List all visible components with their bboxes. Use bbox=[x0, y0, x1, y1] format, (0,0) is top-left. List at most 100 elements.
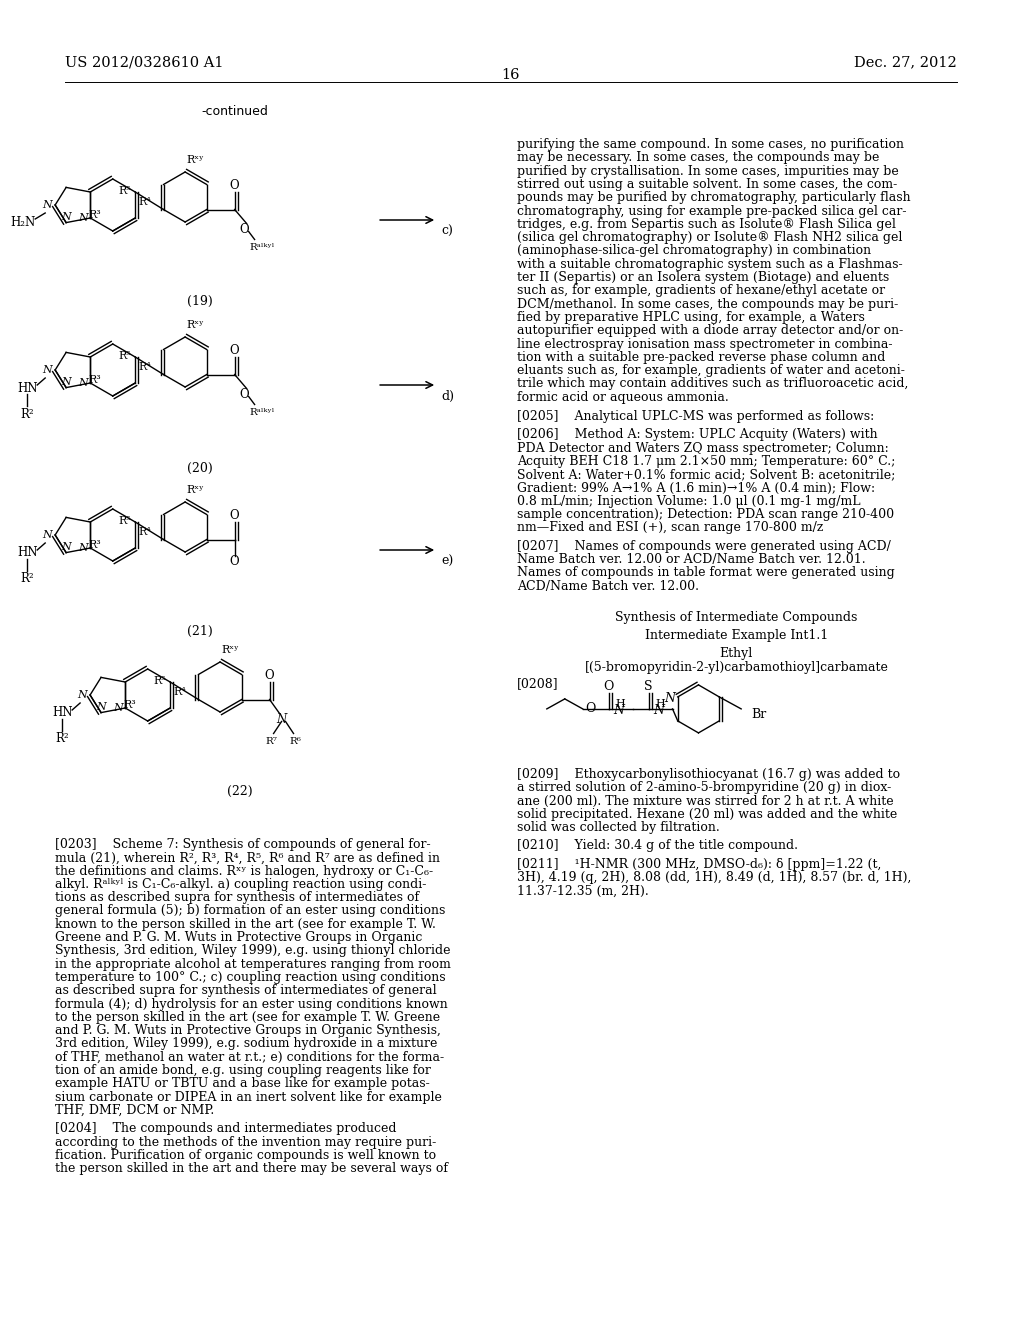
Text: US 2012/0328610 A1: US 2012/0328610 A1 bbox=[65, 55, 223, 69]
Text: THF, DMF, DCM or NMP.: THF, DMF, DCM or NMP. bbox=[55, 1104, 214, 1117]
Text: alkyl. Rᵃˡᵏʸˡ is C₁-C₆-alkyl. a) coupling reaction using condi-: alkyl. Rᵃˡᵏʸˡ is C₁-C₆-alkyl. a) couplin… bbox=[55, 878, 426, 891]
Text: N: N bbox=[114, 704, 123, 713]
Text: to the person skilled in the art (see for example T. W. Greene: to the person skilled in the art (see fo… bbox=[55, 1011, 440, 1024]
Text: O: O bbox=[229, 180, 240, 191]
Text: purified by crystallisation. In some cases, impurities may be: purified by crystallisation. In some cas… bbox=[517, 165, 899, 178]
Text: O: O bbox=[586, 702, 596, 715]
Text: ter II (Separtis) or an Isolera system (Biotage) and eluents: ter II (Separtis) or an Isolera system (… bbox=[517, 271, 889, 284]
Text: may be necessary. In some cases, the compounds may be: may be necessary. In some cases, the com… bbox=[517, 152, 880, 164]
Text: O: O bbox=[229, 554, 240, 568]
Text: and P. G. M. Wuts in Protective Groups in Organic Synthesis,: and P. G. M. Wuts in Protective Groups i… bbox=[55, 1024, 440, 1038]
Text: R³: R³ bbox=[88, 375, 101, 385]
Text: Synthesis, 3rd edition, Wiley 1999), e.g. using thionyl chloride: Synthesis, 3rd edition, Wiley 1999), e.g… bbox=[55, 944, 451, 957]
Text: R⁴: R⁴ bbox=[139, 527, 152, 537]
Text: N: N bbox=[653, 705, 665, 717]
Text: nm—Fixed and ESI (+), scan range 170-800 m/z: nm—Fixed and ESI (+), scan range 170-800… bbox=[517, 521, 823, 535]
Text: R³: R³ bbox=[123, 700, 136, 710]
Text: R³: R³ bbox=[88, 210, 101, 220]
Text: pounds may be purified by chromatography, particularly flash: pounds may be purified by chromatography… bbox=[517, 191, 910, 205]
Text: stirred out using a suitable solvent. In some cases, the com-: stirred out using a suitable solvent. In… bbox=[517, 178, 897, 191]
Text: [0204]    The compounds and intermediates produced: [0204] The compounds and intermediates p… bbox=[55, 1122, 396, 1135]
Text: DCM/methanol. In some cases, the compounds may be puri-: DCM/methanol. In some cases, the compoun… bbox=[517, 297, 898, 310]
Text: example HATU or TBTU and a base like for example potas-: example HATU or TBTU and a base like for… bbox=[55, 1077, 430, 1090]
Text: Name Batch ver. 12.00 or ACD/Name Batch ver. 12.01.: Name Batch ver. 12.00 or ACD/Name Batch … bbox=[517, 553, 865, 566]
Text: (aminophase-silica-gel chromatography) in combination: (aminophase-silica-gel chromatography) i… bbox=[517, 244, 871, 257]
Text: eluants such as, for example, gradients of water and acetoni-: eluants such as, for example, gradients … bbox=[517, 364, 905, 378]
Text: HN: HN bbox=[52, 706, 73, 719]
Text: tion with a suitable pre-packed reverse phase column and: tion with a suitable pre-packed reverse … bbox=[517, 351, 886, 364]
Text: such as, for example, gradients of hexane/ethyl acetate or: such as, for example, gradients of hexan… bbox=[517, 284, 885, 297]
Text: with a suitable chromatographic system such as a Flashmas-: with a suitable chromatographic system s… bbox=[517, 257, 902, 271]
Text: (21): (21) bbox=[186, 624, 212, 638]
Text: R⁵: R⁵ bbox=[154, 676, 166, 686]
Text: N: N bbox=[61, 541, 71, 552]
Text: Rᵃˡᵏʸˡ: Rᵃˡᵏʸˡ bbox=[250, 408, 275, 417]
Text: the definitions and claims. Rˣʸ is halogen, hydroxy or C₁-C₆-: the definitions and claims. Rˣʸ is halog… bbox=[55, 865, 433, 878]
Text: Names of compounds in table format were generated using: Names of compounds in table format were … bbox=[517, 566, 895, 579]
Text: H: H bbox=[615, 698, 626, 709]
Text: N: N bbox=[61, 376, 71, 387]
Text: O: O bbox=[240, 388, 250, 401]
Text: tions as described supra for synthesis of intermediates of: tions as described supra for synthesis o… bbox=[55, 891, 419, 904]
Text: H: H bbox=[655, 698, 666, 709]
Text: R⁴: R⁴ bbox=[139, 197, 152, 207]
Text: formic acid or aqueous ammonia.: formic acid or aqueous ammonia. bbox=[517, 391, 729, 404]
Text: R⁵: R⁵ bbox=[119, 516, 131, 525]
Text: [0207]    Names of compounds were generated using ACD/: [0207] Names of compounds were generated… bbox=[517, 540, 891, 553]
Text: R⁴: R⁴ bbox=[139, 362, 152, 372]
Text: PDA Detector and Waters ZQ mass spectrometer; Column:: PDA Detector and Waters ZQ mass spectrom… bbox=[517, 442, 889, 454]
Text: e): e) bbox=[441, 554, 454, 568]
Text: R⁵: R⁵ bbox=[119, 351, 131, 360]
Text: [(5-bromopyridin-2-yl)carbamothioyl]carbamate: [(5-bromopyridin-2-yl)carbamothioyl]carb… bbox=[585, 661, 889, 675]
Text: formula (4); d) hydrolysis for an ester using conditions known: formula (4); d) hydrolysis for an ester … bbox=[55, 998, 447, 1011]
Text: N: N bbox=[42, 201, 52, 210]
Text: HN: HN bbox=[17, 381, 38, 395]
Text: (20): (20) bbox=[186, 462, 212, 475]
Text: tion of an amide bond, e.g. using coupling reagents like for: tion of an amide bond, e.g. using coupli… bbox=[55, 1064, 431, 1077]
Text: Dec. 27, 2012: Dec. 27, 2012 bbox=[854, 55, 956, 69]
Text: S: S bbox=[644, 680, 653, 693]
Text: (19): (19) bbox=[186, 294, 212, 308]
Text: [0205]    Analytical UPLC-MS was performed as follows:: [0205] Analytical UPLC-MS was performed … bbox=[517, 411, 874, 422]
Text: (22): (22) bbox=[226, 785, 252, 799]
Text: O: O bbox=[603, 680, 613, 693]
Text: of THF, methanol an water at r.t.; e) conditions for the forma-: of THF, methanol an water at r.t.; e) co… bbox=[55, 1051, 444, 1064]
Text: N: N bbox=[665, 693, 675, 705]
Text: N: N bbox=[79, 213, 88, 223]
Text: as described supra for synthesis of intermediates of general: as described supra for synthesis of inte… bbox=[55, 985, 436, 998]
Text: Solvent A: Water+0.1% formic acid; Solvent B: acetonitrile;: Solvent A: Water+0.1% formic acid; Solve… bbox=[517, 469, 895, 482]
Text: H₂N: H₂N bbox=[10, 216, 36, 230]
Text: c): c) bbox=[441, 224, 453, 238]
Text: ACD/Name Batch ver. 12.00.: ACD/Name Batch ver. 12.00. bbox=[517, 579, 698, 593]
Text: fied by preparative HPLC using, for example, a Waters: fied by preparative HPLC using, for exam… bbox=[517, 312, 864, 323]
Text: O: O bbox=[265, 669, 274, 682]
Text: R⁴: R⁴ bbox=[174, 686, 186, 697]
Text: N: N bbox=[42, 366, 52, 375]
Text: O: O bbox=[240, 223, 250, 236]
Text: sium carbonate or DIPEA in an inert solvent like for example: sium carbonate or DIPEA in an inert solv… bbox=[55, 1090, 441, 1104]
Text: Rˣʸ: Rˣʸ bbox=[186, 484, 204, 495]
Text: temperature to 100° C.; c) coupling reaction using conditions: temperature to 100° C.; c) coupling reac… bbox=[55, 972, 445, 983]
Text: N: N bbox=[77, 690, 87, 700]
Text: [0211]    ¹H-NMR (300 MHz, DMSO-d₆): δ [ppm]=1.22 (t,: [0211] ¹H-NMR (300 MHz, DMSO-d₆): δ [ppm… bbox=[517, 858, 882, 871]
Text: solid was collected by filtration.: solid was collected by filtration. bbox=[517, 821, 720, 834]
Text: 3H), 4.19 (q, 2H), 8.08 (dd, 1H), 8.49 (d, 1H), 8.57 (br. d, 1H),: 3H), 4.19 (q, 2H), 8.08 (dd, 1H), 8.49 (… bbox=[517, 871, 911, 884]
Text: chromatography, using for example pre-packed silica gel car-: chromatography, using for example pre-pa… bbox=[517, 205, 906, 218]
Text: O: O bbox=[229, 510, 240, 521]
Text: R²: R² bbox=[20, 408, 34, 421]
Text: Greene and P. G. M. Wuts in Protective Groups in Organic: Greene and P. G. M. Wuts in Protective G… bbox=[55, 931, 422, 944]
Text: ane (200 ml). The mixture was stirred for 2 h at r.t. A white: ane (200 ml). The mixture was stirred fo… bbox=[517, 795, 894, 808]
Text: R⁷: R⁷ bbox=[265, 737, 278, 746]
Text: general formula (5); b) formation of an ester using conditions: general formula (5); b) formation of an … bbox=[55, 904, 445, 917]
Text: [0209]    Ethoxycarbonylisothiocyanat (16.7 g) was added to: [0209] Ethoxycarbonylisothiocyanat (16.7… bbox=[517, 768, 900, 781]
Text: [0206]    Method A: System: UPLC Acquity (Waters) with: [0206] Method A: System: UPLC Acquity (W… bbox=[517, 428, 878, 441]
Text: N: N bbox=[61, 211, 71, 222]
Text: N: N bbox=[276, 713, 287, 726]
Text: R²: R² bbox=[20, 573, 34, 586]
Text: R⁵: R⁵ bbox=[119, 186, 131, 195]
Text: N: N bbox=[79, 543, 88, 553]
Text: R³: R³ bbox=[88, 540, 101, 550]
Text: d): d) bbox=[441, 389, 454, 403]
Text: mula (21), wherein R², R³, R⁴, R⁵, R⁶ and R⁷ are as defined in: mula (21), wherein R², R³, R⁴, R⁵, R⁶ an… bbox=[55, 851, 440, 865]
Text: R²: R² bbox=[55, 733, 69, 746]
